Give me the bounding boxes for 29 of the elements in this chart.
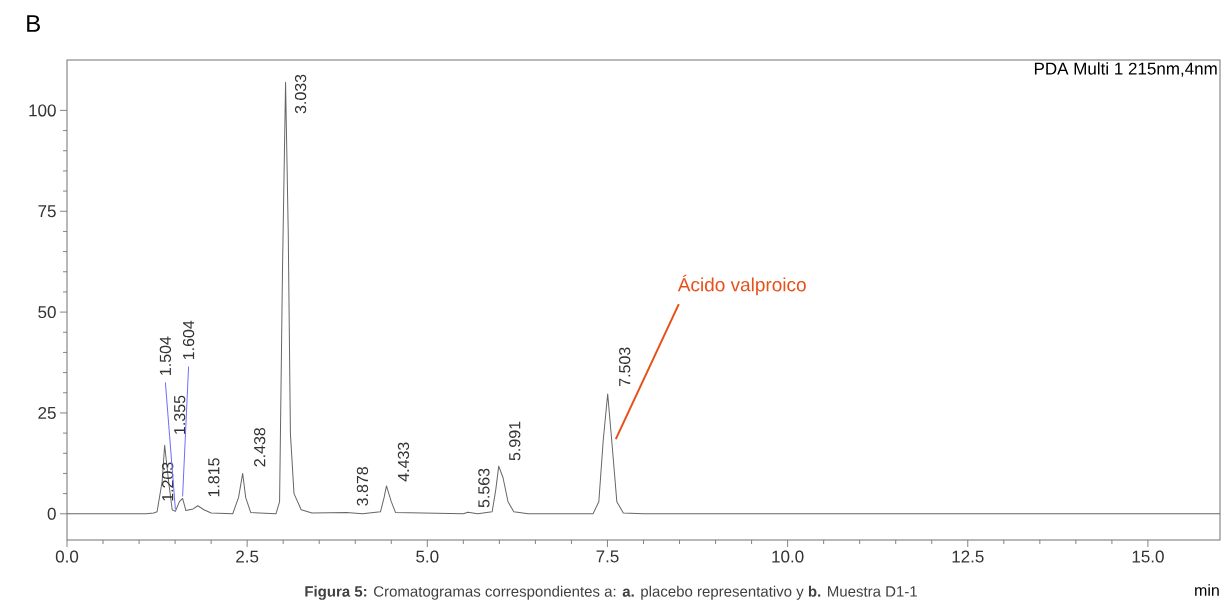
- annotation: 2.438: [254, 427, 266, 467]
- y-tick-label: 0: [47, 507, 56, 520]
- annotation: 5.991: [509, 421, 521, 461]
- chart-title: B: [27, 15, 40, 32]
- x-tick-label: 12.5: [952, 550, 984, 563]
- annotation: PDA Multi 1 215nm,4nm: [1034, 62, 1217, 77]
- annotation: 1.815: [208, 458, 220, 497]
- x-tick-label: 2.5: [236, 550, 259, 563]
- text: Figura 5: Cromatogramas correspondientes a: a. placebo representativo y b. Muestra D1-1: [305, 585, 917, 600]
- annotation: 7.503: [619, 347, 631, 386]
- x-tick-label: 10.0: [772, 550, 804, 563]
- x-tick-label: 15.0: [1132, 550, 1164, 563]
- y-tick-label: 50: [38, 306, 56, 319]
- y-tick-label: 25: [38, 406, 56, 419]
- annotation: 3.033: [294, 74, 307, 114]
- annotation: 5.563: [478, 468, 490, 508]
- x-axis-title: min: [1195, 584, 1219, 596]
- x-tick-label: 5.0: [416, 550, 439, 563]
- x-tick-label: 0.0: [55, 550, 79, 563]
- annotation: 1.604: [182, 320, 195, 360]
- annotation: 1.355: [173, 395, 186, 434]
- y-tick-label: 100: [29, 104, 56, 117]
- annotation: 1.504: [159, 336, 172, 375]
- annotation: 1.203: [162, 462, 174, 501]
- y-tick-label: 75: [38, 205, 56, 218]
- annotation: Ácido valproico: [677, 274, 806, 296]
- x-tick-label: 7.5: [596, 550, 619, 563]
- annotation: 4.433: [397, 442, 410, 482]
- annotation: 3.878: [356, 467, 369, 506]
